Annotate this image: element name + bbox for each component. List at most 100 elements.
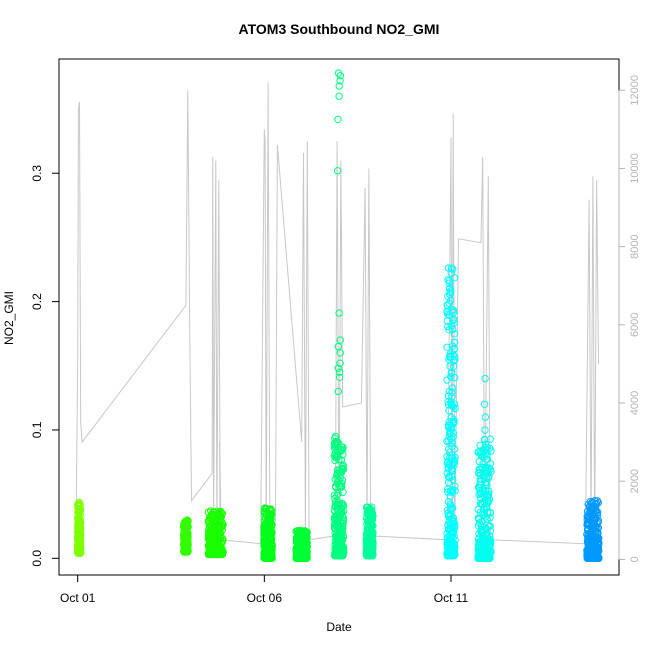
altitude-series bbox=[75, 82, 599, 545]
data-point bbox=[486, 435, 494, 443]
data-point bbox=[478, 550, 486, 558]
data-point bbox=[334, 364, 342, 372]
data-point bbox=[298, 534, 306, 542]
data-point bbox=[481, 374, 489, 383]
data-point bbox=[448, 388, 456, 397]
data-point bbox=[475, 550, 483, 558]
data-point bbox=[486, 444, 494, 452]
y-tick-label: 0.0 bbox=[30, 550, 44, 567]
data-point bbox=[444, 276, 452, 284]
data-point bbox=[332, 438, 340, 447]
data-point bbox=[333, 491, 341, 500]
data-point bbox=[446, 284, 454, 292]
data-point bbox=[444, 473, 453, 481]
data-point bbox=[479, 532, 487, 540]
data-point bbox=[451, 404, 459, 413]
data-point bbox=[444, 498, 453, 506]
data-point bbox=[330, 491, 339, 499]
data-point bbox=[475, 538, 483, 547]
data-point bbox=[300, 542, 308, 550]
data-point bbox=[294, 534, 302, 542]
data-point bbox=[210, 517, 218, 525]
data-point bbox=[332, 535, 341, 543]
data-point bbox=[267, 527, 275, 535]
data-point bbox=[75, 540, 83, 549]
data-point bbox=[475, 515, 483, 524]
data-point bbox=[476, 494, 485, 502]
data-point bbox=[335, 82, 343, 90]
data-point bbox=[594, 554, 602, 562]
data-point bbox=[183, 547, 192, 555]
data-point bbox=[486, 509, 494, 517]
data-point bbox=[339, 516, 348, 525]
data-point bbox=[76, 541, 85, 550]
data-point bbox=[335, 368, 344, 376]
data-point bbox=[480, 400, 489, 408]
y2-tick-label: 10000 bbox=[629, 153, 641, 184]
data-point bbox=[216, 507, 225, 515]
data-point bbox=[445, 448, 454, 456]
data-point bbox=[485, 523, 493, 531]
data-point bbox=[451, 487, 459, 495]
data-point bbox=[479, 504, 488, 513]
data-point bbox=[206, 546, 214, 554]
data-point bbox=[586, 549, 594, 557]
data-point bbox=[479, 452, 487, 460]
data-point bbox=[208, 547, 216, 555]
data-point bbox=[585, 533, 594, 541]
data-point bbox=[447, 296, 455, 305]
data-point bbox=[448, 342, 457, 350]
data-point bbox=[181, 521, 190, 530]
data-point bbox=[445, 326, 453, 334]
data-point bbox=[475, 519, 484, 527]
data-point bbox=[583, 521, 591, 529]
data-point bbox=[477, 528, 485, 536]
no2-series bbox=[74, 69, 603, 562]
data-point bbox=[334, 387, 342, 396]
data-point bbox=[334, 490, 342, 498]
data-point bbox=[336, 336, 344, 344]
data-point bbox=[483, 497, 492, 505]
x-axis-label: Date bbox=[326, 620, 352, 634]
data-point bbox=[336, 359, 344, 367]
data-point bbox=[443, 343, 451, 351]
data-point bbox=[486, 514, 494, 522]
data-point bbox=[182, 522, 191, 530]
data-point bbox=[476, 487, 484, 495]
data-point bbox=[339, 524, 347, 533]
data-point bbox=[363, 515, 371, 523]
data-point bbox=[445, 279, 454, 287]
data-point bbox=[446, 551, 455, 559]
data-point bbox=[364, 532, 372, 540]
data-point bbox=[363, 520, 371, 528]
data-point bbox=[339, 488, 347, 496]
data-point bbox=[331, 551, 340, 559]
y2-tick-label: 0 bbox=[629, 556, 641, 562]
data-point bbox=[76, 545, 84, 554]
y2-tick-label: 4000 bbox=[629, 391, 641, 415]
data-point bbox=[217, 509, 226, 517]
data-point bbox=[76, 549, 84, 557]
data-point bbox=[334, 69, 343, 77]
data-point bbox=[335, 456, 343, 464]
data-point bbox=[444, 540, 453, 548]
data-point bbox=[338, 508, 346, 516]
data-point bbox=[294, 529, 302, 538]
data-point bbox=[447, 373, 455, 381]
data-point bbox=[478, 487, 486, 495]
no2-cluster bbox=[204, 507, 227, 559]
data-point bbox=[449, 325, 457, 334]
chart-title: ATOM3 Southbound NO2_GMI bbox=[239, 21, 440, 37]
data-point bbox=[338, 525, 346, 533]
data-point bbox=[210, 527, 219, 535]
data-point bbox=[205, 516, 213, 524]
no2-cluster bbox=[362, 503, 377, 560]
y2-tick-label: 8000 bbox=[629, 234, 641, 258]
data-point bbox=[486, 535, 494, 543]
data-point bbox=[74, 549, 82, 557]
data-point bbox=[330, 520, 339, 529]
data-point bbox=[293, 546, 301, 554]
altitude-line bbox=[75, 82, 599, 545]
y2-tick-label: 6000 bbox=[629, 313, 641, 337]
data-point bbox=[443, 301, 452, 310]
